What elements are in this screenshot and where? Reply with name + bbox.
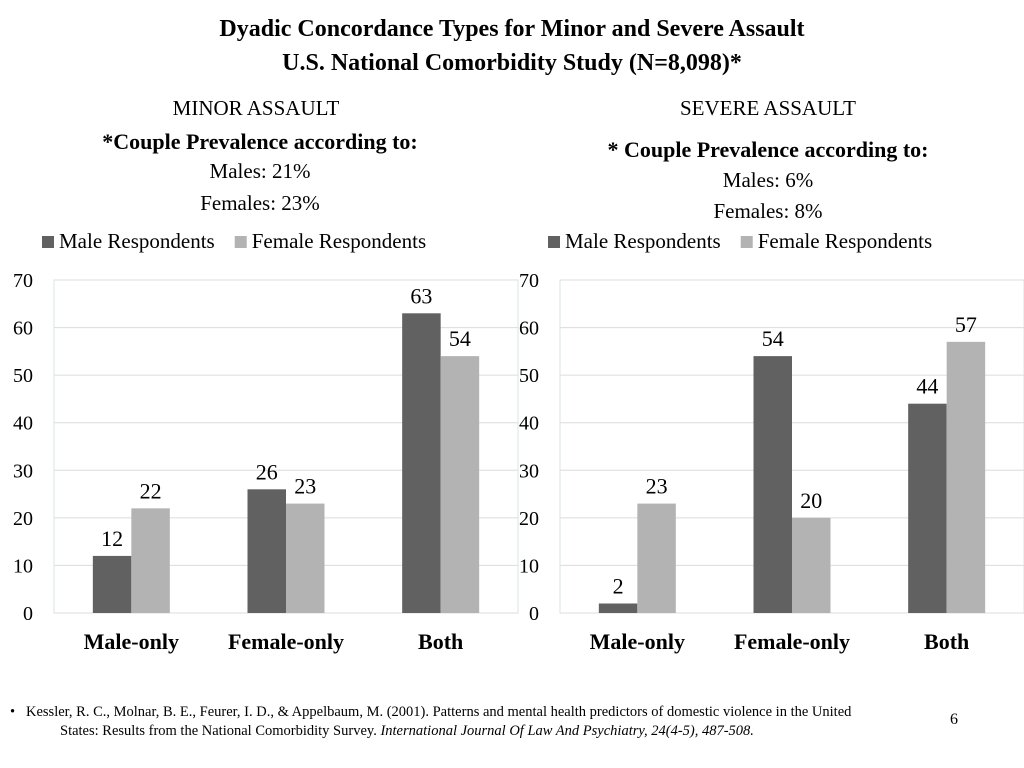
severe-ytick-40: 40 <box>519 413 539 435</box>
severe-data-label-1-0: 54 <box>762 326 784 351</box>
minor-prevalence-females: Females: 23% <box>200 191 320 215</box>
severe-ytick-0: 0 <box>529 603 539 625</box>
minor-ytick-0: 0 <box>23 603 33 625</box>
minor-ytick-20: 20 <box>13 508 33 530</box>
minor-bar-0-0 <box>92 555 132 613</box>
severe-assault-heading: SEVERE ASSAULT <box>679 96 856 120</box>
minor-category-label-0: Male-only <box>84 629 179 654</box>
minor-legend-swatch-0 <box>42 236 54 248</box>
severe-data-label-0-0: 2 <box>613 573 624 598</box>
severe-ytick-10: 10 <box>519 555 539 577</box>
minor-legend-label-1: Female Respondents <box>252 229 426 253</box>
severe-ytick-70: 70 <box>519 270 539 292</box>
minor-legend-swatch-1 <box>234 236 247 248</box>
minor-prevalence-males: Males: 21% <box>209 159 311 183</box>
minor-bar-1-1 <box>286 503 325 613</box>
minor-data-label-0-1: 22 <box>140 478 162 503</box>
footnote-text: Kessler, R. C., Molnar, B. E., Feurer, I… <box>26 703 1006 741</box>
minor-data-label-2-0: 63 <box>410 283 432 308</box>
slide-title-line-2: U.S. National Comorbidity Study (N=8,098… <box>282 50 742 76</box>
minor-ytick-70: 70 <box>13 270 33 292</box>
severe-legend-swatch-1 <box>740 236 753 248</box>
footnote-line-2-plain: States: Results from the National Comorb… <box>60 723 381 739</box>
severe-ytick-60: 60 <box>519 318 539 340</box>
severe-ytick-20: 20 <box>519 508 539 530</box>
minor-ytick-10: 10 <box>13 555 33 577</box>
severe-prevalence-heading: * Couple Prevalence according to: <box>607 137 929 162</box>
footnote-journal: International Journal Of Law And Psychia… <box>380 723 754 739</box>
severe-legend-label-0: Male Respondents <box>565 229 721 253</box>
footnote-bullet: • <box>10 704 16 720</box>
severe-bar-1-0 <box>753 356 792 613</box>
severe-prevalence-females: Females: 8% <box>713 199 823 223</box>
severe-ytick-50: 50 <box>519 365 539 387</box>
severe-category-label-0: Male-only <box>590 629 685 654</box>
severe-data-label-2-0: 44 <box>916 374 938 399</box>
severe-bar-2-1 <box>946 341 986 613</box>
minor-bar-2-1 <box>440 356 480 613</box>
severe-legend-swatch-0 <box>548 236 560 248</box>
minor-data-label-1-1: 23 <box>294 474 316 499</box>
severe-data-label-2-1: 57 <box>955 312 977 337</box>
severe-category-label-1: Female-only <box>734 629 850 654</box>
severe-bar-0-1 <box>637 503 676 613</box>
severe-bar-2-0 <box>908 403 947 613</box>
severe-prevalence-males: Males: 6% <box>722 168 814 192</box>
severe-bar-1-1 <box>792 517 831 613</box>
slide-number: 6 <box>950 711 958 728</box>
minor-category-label-2: Both <box>418 629 463 654</box>
severe-ytick-30: 30 <box>519 460 539 482</box>
minor-legend-label-0: Male Respondents <box>59 229 215 253</box>
minor-bar-1-0 <box>247 489 286 613</box>
minor-category-label-1: Female-only <box>228 629 344 654</box>
minor-bar-2-0 <box>402 313 441 613</box>
minor-ytick-60: 60 <box>13 318 33 340</box>
slide-title-line-1: Dyadic Concordance Types for Minor and S… <box>219 16 805 42</box>
minor-bar-0-1 <box>131 508 170 613</box>
severe-data-label-1-1: 20 <box>800 488 822 513</box>
minor-ytick-50: 50 <box>13 365 33 387</box>
severe-bar-0-0 <box>598 603 638 613</box>
minor-data-label-2-1: 54 <box>449 326 471 351</box>
severe-category-label-2: Both <box>924 629 969 654</box>
minor-data-label-0-0: 12 <box>101 526 123 551</box>
severe-data-label-0-1: 23 <box>646 474 668 499</box>
footnote-line-2: States: Results from the National Comorb… <box>26 722 1006 741</box>
footnote-line-1: Kessler, R. C., Molnar, B. E., Feurer, I… <box>26 704 852 720</box>
minor-prevalence-heading: *Couple Prevalence according to: <box>102 129 418 154</box>
minor-assault-heading: MINOR ASSAULT <box>172 96 340 120</box>
minor-ytick-30: 30 <box>13 460 33 482</box>
severe-assault-chart: 0 10 20 30 40 50 60 70 Male Respondents Female Re… <box>519 229 1024 654</box>
minor-ytick-40: 40 <box>13 413 33 435</box>
severe-legend-label-1: Female Respondents <box>758 229 932 253</box>
minor-data-label-1-0: 26 <box>256 459 278 484</box>
minor-assault-chart: 0 10 20 30 40 50 60 70 Male Respondents Female Re… <box>13 229 519 654</box>
